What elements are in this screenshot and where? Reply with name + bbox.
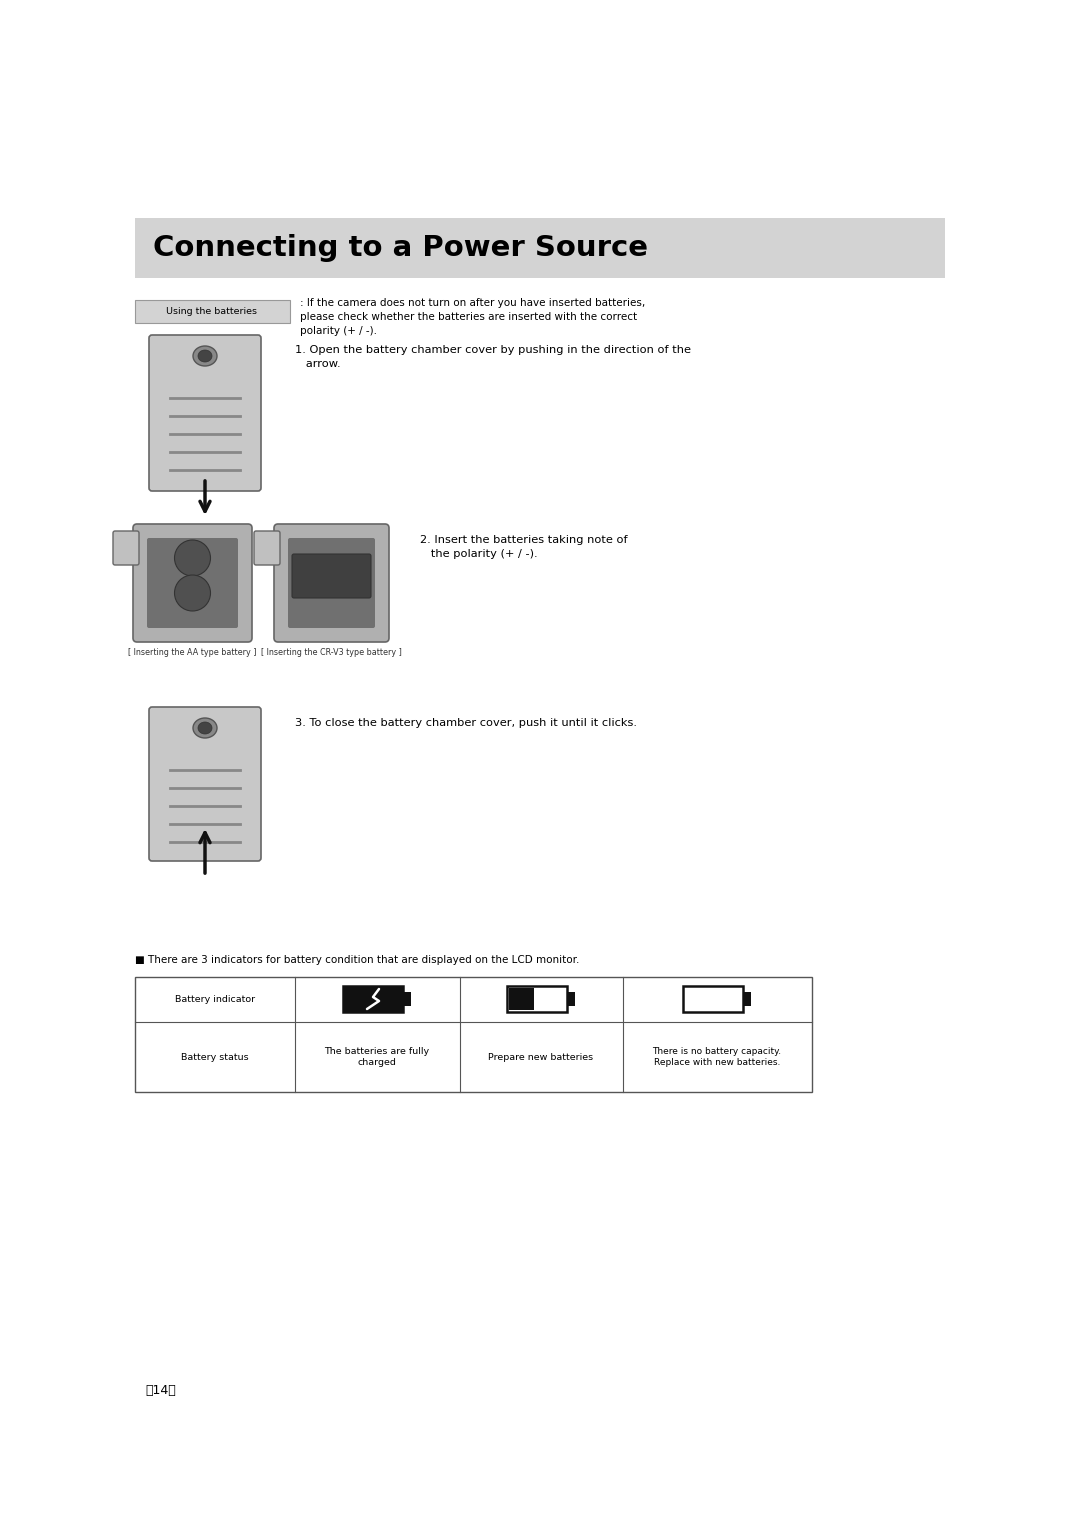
FancyBboxPatch shape (147, 538, 238, 628)
Ellipse shape (193, 718, 217, 738)
Text: 3. To close the battery chamber cover, push it until it clicks.: 3. To close the battery chamber cover, p… (295, 718, 637, 727)
FancyBboxPatch shape (113, 532, 139, 565)
FancyBboxPatch shape (743, 992, 751, 1005)
Text: The batteries are fully
charged: The batteries are fully charged (324, 1047, 430, 1068)
Circle shape (175, 539, 211, 576)
Text: Battery indicator: Battery indicator (175, 995, 255, 1004)
Text: ■ There are 3 indicators for battery condition that are displayed on the LCD mon: ■ There are 3 indicators for battery con… (135, 955, 579, 966)
Ellipse shape (198, 350, 212, 362)
FancyBboxPatch shape (343, 986, 403, 1012)
FancyBboxPatch shape (149, 335, 261, 490)
Text: Battery status: Battery status (181, 1053, 248, 1062)
FancyBboxPatch shape (292, 555, 372, 597)
Text: Connecting to a Power Source: Connecting to a Power Source (153, 234, 648, 261)
Ellipse shape (193, 345, 217, 367)
FancyBboxPatch shape (135, 299, 291, 322)
Text: [ Inserting the AA type battery ]: [ Inserting the AA type battery ] (129, 648, 257, 657)
FancyBboxPatch shape (567, 992, 575, 1005)
FancyBboxPatch shape (509, 989, 534, 1010)
FancyBboxPatch shape (507, 986, 567, 1012)
FancyBboxPatch shape (135, 976, 812, 1093)
Text: [ Inserting the CR-V3 type battery ]: [ Inserting the CR-V3 type battery ] (261, 648, 402, 657)
FancyBboxPatch shape (683, 986, 743, 1012)
Text: 1. Open the battery chamber cover by pushing in the direction of the
   arrow.: 1. Open the battery chamber cover by pus… (295, 345, 691, 368)
Text: : If the camera does not turn on after you have inserted batteries,
please check: : If the camera does not turn on after y… (300, 298, 645, 336)
FancyBboxPatch shape (133, 524, 252, 642)
Text: There is no battery capacity.
Replace with new batteries.: There is no battery capacity. Replace wi… (652, 1047, 782, 1068)
FancyBboxPatch shape (254, 532, 280, 565)
Ellipse shape (198, 723, 212, 733)
Text: Using the batteries: Using the batteries (166, 307, 257, 315)
FancyBboxPatch shape (135, 219, 945, 278)
Text: Prepare new batteries: Prepare new batteries (488, 1053, 594, 1062)
FancyBboxPatch shape (274, 524, 389, 642)
FancyBboxPatch shape (403, 992, 411, 1005)
Text: 〈14〉: 〈14〉 (145, 1383, 176, 1397)
FancyBboxPatch shape (149, 707, 261, 860)
Circle shape (175, 575, 211, 611)
Text: 2. Insert the batteries taking note of
   the polarity (+ / -).: 2. Insert the batteries taking note of t… (420, 535, 627, 559)
FancyBboxPatch shape (288, 538, 375, 628)
